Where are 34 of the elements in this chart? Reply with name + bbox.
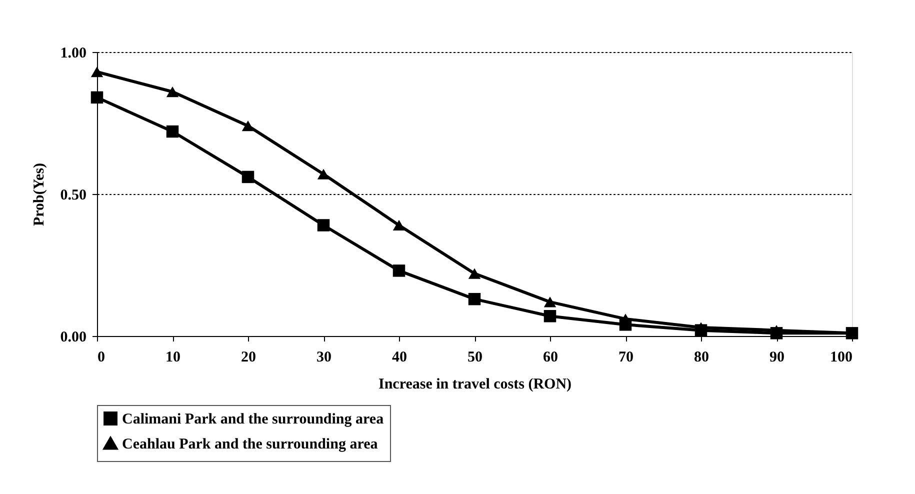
legend-label: Calimani Park and the surrounding area [122, 412, 384, 428]
x-tick-label: 10 [166, 350, 180, 366]
point [317, 168, 330, 180]
x-tick-label: 100 [830, 350, 852, 366]
point [392, 264, 406, 277]
x-tick-label: 20 [241, 350, 256, 366]
x-tick-label: 70 [618, 350, 634, 366]
point [694, 322, 708, 333]
x-tick-label: 80 [694, 350, 709, 366]
point [770, 325, 783, 336]
point [317, 219, 330, 232]
x-tick-label: 60 [543, 350, 558, 366]
y-axis-title: Prob(Yes) [31, 162, 48, 226]
point [242, 170, 254, 184]
point [242, 120, 254, 132]
point [392, 220, 406, 231]
point [468, 292, 481, 306]
point [90, 66, 104, 78]
x-tick-label: 90 [770, 350, 784, 366]
point [166, 86, 179, 98]
point [468, 268, 481, 279]
point [90, 91, 104, 104]
x-tick-label: 30 [316, 350, 332, 366]
legend-label: Ceahlau Park and the surrounding area [122, 436, 378, 452]
x-tick-label: 40 [392, 350, 407, 366]
y-tick-label: 0.00 [60, 330, 86, 346]
x-tick-label: 50 [468, 350, 482, 366]
x-axis-title: Increase in travel costs (RON) [378, 376, 572, 392]
y-tick-label: 0.50 [60, 188, 86, 204]
point [544, 296, 556, 308]
y-tick-label: 1.00 [60, 46, 86, 62]
point [166, 125, 179, 138]
point [544, 310, 556, 322]
x-tick-label: 0 [98, 350, 105, 366]
